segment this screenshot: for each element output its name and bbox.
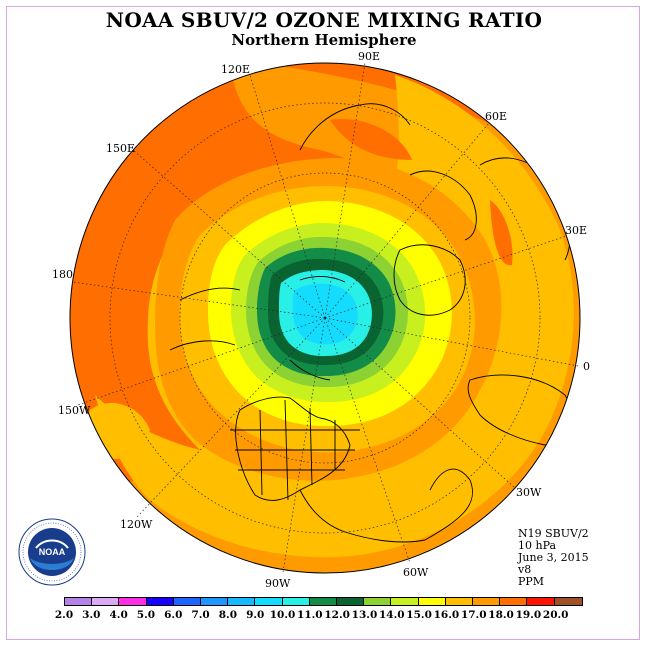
label-150e: 150E (106, 142, 136, 155)
graticule (72, 62, 579, 573)
coastlines (169, 103, 573, 543)
label-0: 0 (583, 360, 590, 373)
label-90w: 90W (265, 577, 291, 590)
colorbar-tick-labels: 2.0 3.0 4.0 5.0 6.0 7.0 8.0 9.0 10.0 11.0 12.0 13.0… (0, 609, 648, 623)
colorbar-tick-label: 10.0 (269, 609, 296, 621)
colorbar-swatch (554, 598, 582, 605)
colorbar-tick-label: 4.0 (109, 609, 128, 621)
colorbar-tick-label: 6.0 (164, 609, 183, 621)
colorbar-tick-label: 8.0 (218, 609, 238, 621)
info-block: N19 SBUV/2 10 hPa June 3, 2015 v8 PPM (518, 528, 589, 588)
colorbar-tick-label: 20.0 (542, 609, 569, 621)
label-30e: 30E (565, 224, 588, 237)
colorbar-swatch (527, 598, 555, 605)
colorbar-swatch (309, 598, 338, 605)
label-120w: 120W (120, 518, 153, 531)
label-90e: 90E (358, 50, 381, 63)
colorbar-swatch (119, 598, 147, 605)
pressure-level-text: 10 hPa (518, 539, 557, 552)
colorbar-tick-label: 2.0 (54, 609, 74, 621)
colorbar-tick-label: 12.0 (324, 609, 350, 621)
colorbar (64, 597, 583, 606)
colorbar-swatch (65, 598, 93, 605)
colorbar-tick-label: 15.0 (406, 609, 432, 621)
colorbar-tick-label: 11.0 (297, 609, 323, 621)
field-red-highlight-east (490, 200, 513, 266)
colorbar-swatch (418, 598, 446, 605)
colorbar-swatch (92, 598, 120, 605)
colorbar-swatch (146, 598, 174, 605)
colorbar-swatch (255, 598, 283, 605)
version-text: v8 (518, 563, 532, 576)
colorbar-swatch (201, 598, 229, 605)
units-text: PPM (518, 575, 545, 588)
colorbar-swatch (445, 598, 474, 605)
field-dark-orange-ne (330, 119, 412, 160)
field-cyan (292, 283, 358, 345)
date-text: June 3, 2015 (518, 551, 589, 564)
colorbar-tick-label: 17.0 (460, 609, 487, 621)
colorbar-swatch (473, 598, 501, 605)
colorbar-swatch (500, 598, 528, 605)
colorbar-swatch (282, 598, 310, 605)
colorbar-tick-label: 9.0 (246, 609, 265, 621)
colorbar-tick-label: 16.0 (433, 609, 460, 621)
label-30w: 30W (516, 486, 542, 499)
colorbar-tick-label: 7.0 (191, 609, 210, 621)
label-60w: 60W (403, 566, 429, 579)
colorbar-swatch (364, 598, 392, 605)
figure-frame (6, 6, 640, 640)
map-boundary (69, 62, 581, 574)
logo-text: NOAA (39, 547, 66, 557)
colorbar-tick-label: 14.0 (378, 609, 405, 621)
colorbar-tick-label: 13.0 (351, 609, 378, 621)
colorbar-tick-label: 3.0 (82, 609, 101, 621)
label-150w: 150W (58, 404, 91, 417)
colorbar-tick-label: 18.0 (488, 609, 514, 621)
label-120e: 120E (221, 63, 251, 76)
noaa-logo: NOAA (18, 518, 86, 586)
map-title: NOAA SBUV/2 OZONE MIXING RATIO (105, 8, 543, 32)
colorbar-swatch (391, 598, 419, 605)
label-180: 180 (52, 268, 73, 281)
colorbar-swatch (337, 598, 365, 605)
map-subtitle: Northern Hemisphere (231, 31, 417, 49)
colorbar-tick-label: 19.0 (515, 609, 542, 621)
colorbar-tick-label: 5.0 (136, 609, 156, 621)
colorbar-swatch (173, 598, 202, 605)
colorbar-swatch (228, 598, 256, 605)
instrument-text: N19 SBUV/2 (518, 527, 589, 540)
label-60e: 60E (485, 110, 508, 123)
